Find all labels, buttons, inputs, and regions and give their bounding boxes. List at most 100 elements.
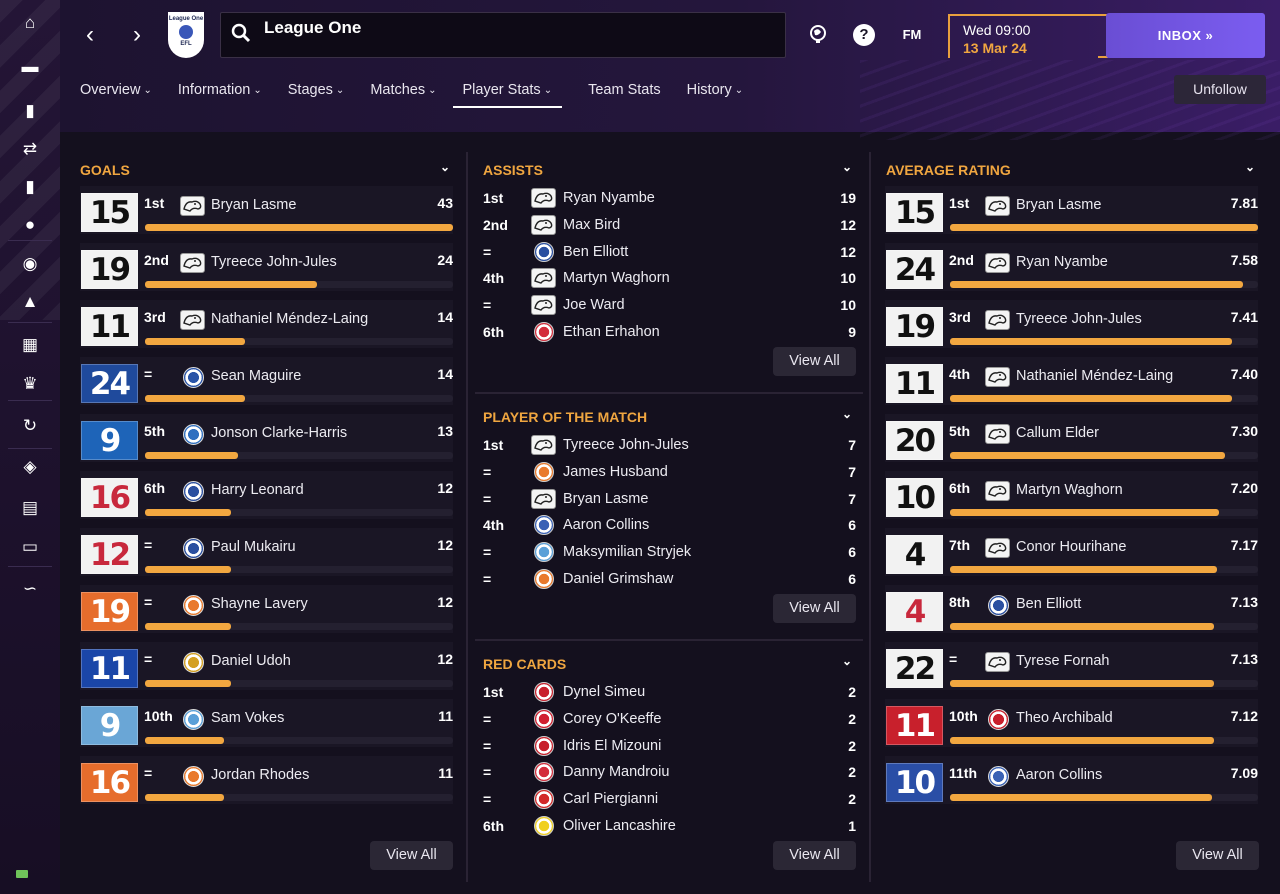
player-row[interactable]: = James Husband 7 <box>483 459 856 486</box>
tab-history[interactable]: History ⌄ <box>687 82 744 108</box>
player-name-link[interactable]: Maksymilian Stryjek <box>563 544 692 561</box>
player-name-link[interactable]: Nathaniel Méndez-Laing <box>1016 368 1174 384</box>
player-row[interactable]: 11 4th Nathaniel Méndez-Laing 7.40 <box>885 357 1258 405</box>
player-name-link[interactable]: Ben Elliott <box>563 243 629 260</box>
player-name-link[interactable]: Ben Elliott <box>1016 596 1082 612</box>
player-row[interactable]: 6th Ethan Erhahon 9 <box>483 319 856 346</box>
tab-overview[interactable]: Overview ⌄ <box>80 82 152 108</box>
player-row[interactable]: 22 = Tyrese Fornah 7.13 <box>885 642 1258 690</box>
fm-menu-icon[interactable]: FM <box>902 27 922 42</box>
player-row[interactable]: = Corey O'Keeffe 2 <box>483 706 856 733</box>
player-name-link[interactable]: Corey O'Keeffe <box>563 710 662 727</box>
player-row[interactable]: 4 8th Ben Elliott 7.13 <box>885 585 1258 633</box>
player-name-link[interactable]: James Husband <box>563 463 668 480</box>
club-info-icon[interactable]: ▤ <box>21 498 39 517</box>
player-row[interactable]: 11 10th Theo Archibald 7.12 <box>885 699 1258 747</box>
finances-icon[interactable]: ▭ <box>21 537 39 556</box>
player-row[interactable]: = Joe Ward 10 <box>483 292 856 319</box>
player-row[interactable]: = Bryan Lasme 7 <box>483 486 856 513</box>
player-row[interactable]: 15 1st Bryan Lasme 7.81 <box>885 186 1258 234</box>
player-row[interactable]: 9 5th Jonson Clarke-Harris 13 <box>80 414 453 462</box>
player-name-link[interactable]: Max Bird <box>563 216 621 233</box>
player-row[interactable]: 1st Ryan Nyambe 19 <box>483 185 856 212</box>
player-row[interactable]: 6th Oliver Lancashire 1 <box>483 813 856 840</box>
player-name-link[interactable]: Aaron Collins <box>1016 767 1103 783</box>
tab-stages[interactable]: Stages ⌄ <box>288 82 345 108</box>
player-row[interactable]: = Carl Piergianni 2 <box>483 786 856 813</box>
potm-view-all-button[interactable]: View All <box>773 594 856 623</box>
player-row[interactable]: 19 2nd Tyreece John-Jules 24 <box>80 243 453 291</box>
player-row[interactable]: 19 3rd Tyreece John-Jules 7.41 <box>885 300 1258 348</box>
player-row[interactable]: 11 3rd Nathaniel Méndez-Laing 14 <box>80 300 453 348</box>
assists-collapse-chevron-icon[interactable]: ⌄ <box>842 160 853 174</box>
player-name-link[interactable]: Bryan Lasme <box>211 197 297 213</box>
player-name-link[interactable]: Daniel Grimshaw <box>563 571 674 587</box>
player-row[interactable]: 4th Aaron Collins 6 <box>483 512 856 539</box>
player-row[interactable]: 16 = Jordan Rhodes 11 <box>80 756 453 804</box>
tab-team-stats[interactable]: Team Stats <box>588 82 661 108</box>
red-cards-collapse-chevron-icon[interactable]: ⌄ <box>842 654 853 668</box>
potm-collapse-chevron-icon[interactable]: ⌄ <box>842 407 853 421</box>
player-row[interactable]: 15 1st Bryan Lasme 43 <box>80 186 453 234</box>
player-name-link[interactable]: Martyn Waghorn <box>1016 482 1123 498</box>
player-name-link[interactable]: Sam Vokes <box>211 710 285 726</box>
player-name-link[interactable]: Tyrese Fornah <box>1016 653 1110 669</box>
player-row[interactable]: 19 = Shayne Lavery 12 <box>80 585 453 633</box>
transfers-icon[interactable]: ⇄ <box>22 139 38 158</box>
player-name-link[interactable]: Oliver Lancashire <box>563 818 676 834</box>
player-name-link[interactable]: Joe Ward <box>563 297 625 314</box>
player-name-link[interactable]: Tyreece John-Jules <box>211 254 337 270</box>
player-name-link[interactable]: Shayne Lavery <box>211 596 308 612</box>
player-name-link[interactable]: Bryan Lasme <box>563 490 649 507</box>
player-row[interactable]: 10 6th Martyn Waghorn 7.20 <box>885 471 1258 519</box>
player-row[interactable]: 24 2nd Ryan Nyambe 7.58 <box>885 243 1258 291</box>
player-row[interactable]: = Daniel Grimshaw 6 <box>483 566 856 593</box>
player-name-link[interactable]: Callum Elder <box>1016 425 1099 441</box>
training-icon[interactable]: ▲ <box>21 292 39 311</box>
player-row[interactable]: 9 10th Sam Vokes 11 <box>80 699 453 747</box>
avg-rating-collapse-chevron-icon[interactable]: ⌄ <box>1245 160 1256 174</box>
player-name-link[interactable]: Bryan Lasme <box>1016 197 1102 213</box>
player-row[interactable]: 1st Tyreece John-Jules 7 <box>483 432 856 459</box>
player-name-link[interactable]: Jordan Rhodes <box>211 767 310 783</box>
player-name-link[interactable]: Tyreece John-Jules <box>1016 311 1142 327</box>
player-row[interactable]: 1st Dynel Simeu 2 <box>483 679 856 706</box>
player-name-link[interactable]: Tyreece John-Jules <box>563 437 689 453</box>
inbox-button[interactable]: INBOX » <box>1106 13 1265 58</box>
player-name-link[interactable]: Aaron Collins <box>563 517 650 534</box>
player-row[interactable]: 16 6th Harry Leonard 12 <box>80 471 453 519</box>
unfollow-button[interactable]: Unfollow <box>1174 75 1266 104</box>
goals-collapse-chevron-icon[interactable]: ⌄ <box>440 160 451 174</box>
player-name-link[interactable]: Jonson Clarke-Harris <box>211 425 348 441</box>
red-cards-view-all-button[interactable]: View All <box>773 841 856 870</box>
inbox-icon[interactable]: ▬ <box>21 57 39 76</box>
tab-information[interactable]: Information ⌄ <box>178 82 262 108</box>
tab-player-stats[interactable]: Player Stats ⌄ <box>452 82 563 108</box>
staff-icon[interactable]: ◉ <box>22 254 38 273</box>
player-row[interactable]: 4th Martyn Waghorn 10 <box>483 265 856 292</box>
schedule-icon[interactable]: ▦ <box>21 335 39 354</box>
player-name-link[interactable]: Paul Mukairu <box>211 539 296 555</box>
player-row[interactable]: 11 = Daniel Udoh 12 <box>80 642 453 690</box>
player-name-link[interactable]: Ethan Erhahon <box>563 324 660 340</box>
player-name-link[interactable]: Ryan Nyambe <box>1016 254 1108 270</box>
player-row[interactable]: = Ben Elliott 12 <box>483 239 856 266</box>
squad-icon[interactable]: ▮ <box>25 101 35 120</box>
club-vision-icon[interactable]: ◈ <box>23 457 37 476</box>
player-row[interactable]: 4 7th Conor Hourihane 7.17 <box>885 528 1258 576</box>
player-name-link[interactable]: Martyn Waghorn <box>563 270 670 287</box>
avg-rating-view-all-button[interactable]: View All <box>1176 841 1259 870</box>
player-row[interactable]: 10 11th Aaron Collins 7.09 <box>885 756 1258 804</box>
goals-view-all-button[interactable]: View All <box>370 841 453 870</box>
help-icon[interactable]: ? <box>853 24 875 46</box>
player-name-link[interactable]: Nathaniel Méndez-Laing <box>211 311 369 327</box>
player-row[interactable]: = Maksymilian Stryjek 6 <box>483 539 856 566</box>
forward-button[interactable]: › <box>133 21 141 48</box>
player-name-link[interactable]: Daniel Udoh <box>211 653 291 669</box>
player-row[interactable]: = Idris El Mizouni 2 <box>483 733 856 760</box>
player-row[interactable]: 24 = Sean Maguire 14 <box>80 357 453 405</box>
dev-centre-icon[interactable]: ∽ <box>22 579 38 598</box>
world-icon[interactable] <box>807 24 829 46</box>
assists-view-all-button[interactable]: View All <box>773 347 856 376</box>
home-icon[interactable]: ⌂ <box>24 13 36 32</box>
